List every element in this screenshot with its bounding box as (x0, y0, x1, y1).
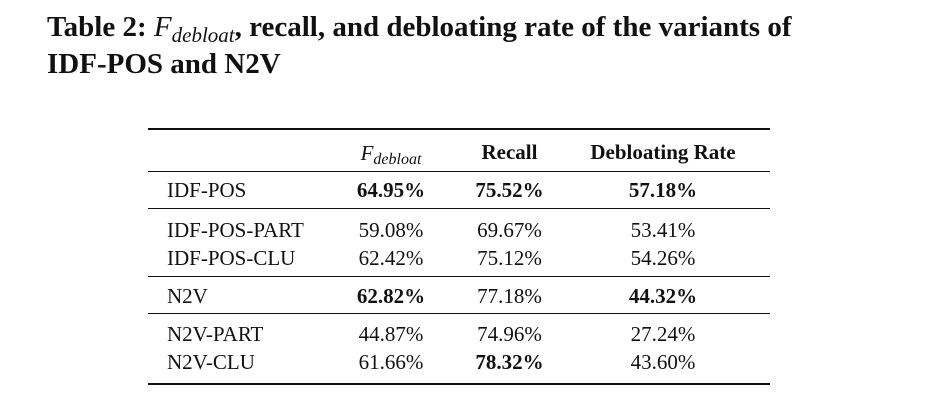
row-name: IDF-POS (167, 178, 247, 202)
row-f-debloat: 44.87% (358, 322, 424, 346)
row-f-debloat: 59.08% (358, 218, 424, 242)
top-rule (148, 128, 770, 131)
caption-label: Table 2: (47, 11, 147, 43)
row-name: N2V-CLU (167, 350, 255, 374)
header-rule (148, 171, 770, 173)
bottom-rule (148, 383, 770, 386)
row-f-debloat: 62.82% (356, 284, 426, 308)
row-f-debloat: 64.95% (356, 178, 426, 202)
caption-text-line1: , recall, and debloating rate of the var… (234, 11, 792, 43)
row-recall: 75.52% (475, 178, 544, 202)
row-debloating-rate: 54.26% (630, 246, 696, 270)
row-name: IDF-POS-PART (167, 218, 304, 242)
caption-f-subscript: debloat (171, 23, 235, 47)
caption-f-symbol: F (153, 11, 172, 43)
header-f-debloat: Fdebloat (336, 141, 446, 168)
row-name: N2V-PART (167, 322, 264, 346)
group-rule (148, 313, 770, 315)
row-debloating-rate: 53.41% (630, 218, 696, 242)
row-recall: 75.12% (477, 246, 542, 270)
row-debloating-rate: 43.60% (630, 350, 696, 374)
header-f-subscript: debloat (373, 151, 422, 168)
header-recall: Recall (481, 140, 538, 164)
row-f-debloat: 62.42% (358, 246, 424, 270)
table-caption: Table 2: Fdebloat, recall, and debloatin… (47, 10, 907, 82)
row-name: N2V (167, 284, 208, 308)
header-f-symbol: F (360, 141, 374, 165)
row-debloating-rate: 44.32% (628, 284, 698, 308)
row-f-debloat: 61.66% (358, 350, 424, 374)
row-name: IDF-POS-CLU (167, 246, 296, 270)
row-recall: 77.18% (477, 284, 542, 308)
row-recall: 74.96% (477, 322, 542, 346)
header-debloating-rate: Debloating Rate (590, 140, 736, 164)
group-rule (148, 276, 770, 278)
row-recall: 78.32% (475, 350, 544, 374)
group-rule (148, 208, 770, 210)
row-recall: 69.67% (477, 218, 542, 242)
row-debloating-rate: 57.18% (628, 178, 698, 202)
caption-text-line2: IDF-POS and N2V (47, 48, 281, 80)
row-debloating-rate: 27.24% (630, 322, 696, 346)
